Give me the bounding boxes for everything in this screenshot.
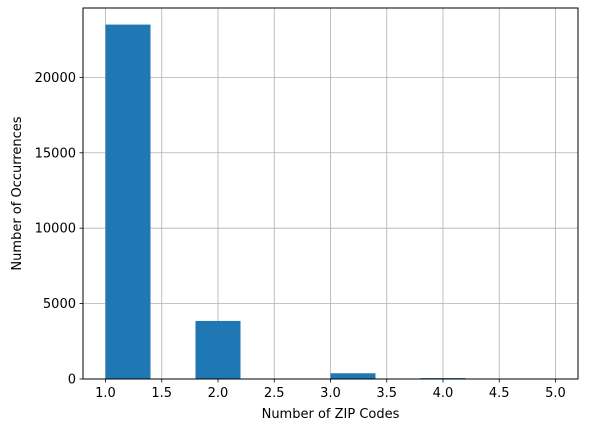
x-axis: 1.0 1.5 2.0 2.5 3.0 3.5 4.0 4.5 5.0 <box>95 379 566 401</box>
y-tick-label: 0 <box>68 373 76 388</box>
y-axis-label: Number of Occurrences <box>10 116 25 270</box>
x-tick-label: 1.0 <box>95 386 116 401</box>
y-tick-label: 20000 <box>35 71 76 86</box>
x-tick-label: 5.0 <box>545 386 566 401</box>
y-tick-label: 15000 <box>35 146 76 161</box>
x-tick-label: 4.5 <box>489 386 510 401</box>
x-tick-label: 2.0 <box>208 386 229 401</box>
bars <box>105 24 556 380</box>
histogram-bar <box>195 320 241 379</box>
histogram-bar <box>105 24 151 380</box>
y-tick-label: 5000 <box>43 297 76 312</box>
histogram-bar <box>330 373 376 379</box>
x-tick-label: 1.5 <box>151 386 172 401</box>
x-tick-label: 3.0 <box>320 386 341 401</box>
x-tick-label: 3.5 <box>376 386 397 401</box>
x-tick-label: 4.0 <box>433 386 454 401</box>
y-axis: 0 5000 10000 15000 20000 <box>35 71 83 388</box>
x-tick-label: 2.5 <box>264 386 285 401</box>
x-axis-label: Number of ZIP Codes <box>262 407 400 422</box>
y-tick-label: 10000 <box>35 222 76 237</box>
